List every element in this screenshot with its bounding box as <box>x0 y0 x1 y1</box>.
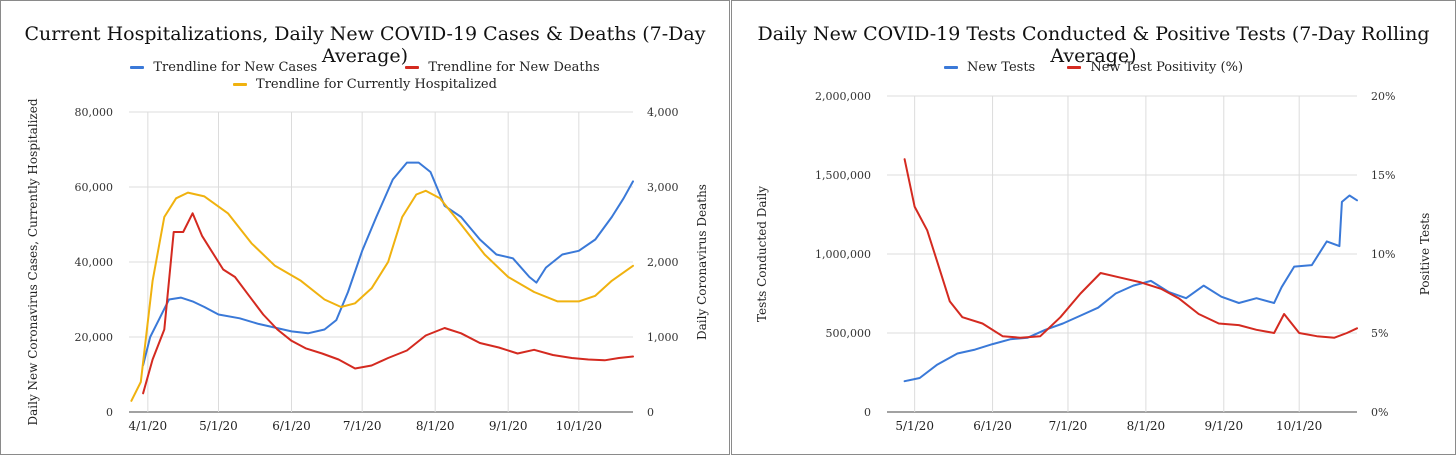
x-tick-label: 7/1/20 <box>1049 419 1088 433</box>
legend-label-tests: New Tests <box>966 60 1036 75</box>
legend-label-deaths: Trendline for New Deaths <box>428 60 600 75</box>
x-tick-label: 8/1/20 <box>416 419 455 433</box>
x-tick-label: 6/1/20 <box>272 419 311 433</box>
x-tick-label: 5/1/20 <box>199 419 238 433</box>
chart-title: Daily New COVID-19 Tests Conducted & Pos… <box>757 23 1430 67</box>
chart-title: Current Hospitalizations, Daily New COVI… <box>24 23 706 67</box>
legend-swatch-hospitalized <box>233 83 248 86</box>
y-tick-label: 20,000 <box>75 331 114 344</box>
x-tick-label: 9/1/20 <box>1204 419 1243 433</box>
x-tick-label: 9/1/20 <box>489 419 528 433</box>
x-tick-label: 6/1/20 <box>973 419 1012 433</box>
chart-plot-left: 0 0 20,000 1,000 40,000 2,000 60,000 3,000 80,00… <box>26 98 709 433</box>
y2-tick-label: 5% <box>1371 327 1388 340</box>
y2-tick-label: 15% <box>1371 169 1395 182</box>
y2-tick-label: 1,000 <box>647 331 679 344</box>
legend-row-2: Trendline for Currently Hospitalized <box>1 77 729 92</box>
y-tick-label: 0 <box>864 406 871 419</box>
y-tick-label: 1,500,000 <box>815 169 871 182</box>
y-axis-label: Daily New Coronavirus Cases, Currently H… <box>26 98 40 425</box>
series-line-2 <box>142 212 634 395</box>
legend-item-cases[interactable]: Trendline for New Cases <box>130 60 317 75</box>
y2-tick-label: 0% <box>1371 406 1388 419</box>
chart-plot-right: 0 0% 500,000 5% 1,000,000 10% 1,500,000 15% 2,00… <box>755 90 1432 433</box>
series-line-1 <box>142 161 634 367</box>
y-tick-label: 80,000 <box>75 106 114 119</box>
y-tick-label: 500,000 <box>826 327 872 340</box>
y-tick-label: 60,000 <box>75 181 114 194</box>
y-tick-label: 2,000,000 <box>815 90 871 103</box>
legend-label-cases: Trendline for New Cases <box>153 60 318 75</box>
y2-tick-label: 3,000 <box>647 181 679 194</box>
legend-swatch-deaths <box>405 66 420 69</box>
y2-tick-label: 0 <box>647 406 654 419</box>
legend-item-positivity[interactable]: New Test Positivity (%) <box>1067 60 1243 75</box>
legend-swatch-cases <box>130 66 145 69</box>
legend-label-positivity: New Test Positivity (%) <box>1090 60 1244 75</box>
y2-tick-label: 4,000 <box>647 106 679 119</box>
legend-item-deaths[interactable]: Trendline for New Deaths <box>405 60 600 75</box>
chart-panel-right: Daily New COVID-19 Tests Conducted & Pos… <box>731 0 1456 455</box>
y2-tick-label: 10% <box>1371 248 1395 261</box>
y-tick-label: 0 <box>106 406 113 419</box>
legend-item-hospitalized[interactable]: Trendline for Currently Hospitalized <box>233 77 497 92</box>
legend-label-hospitalized: Trendline for Currently Hospitalized <box>256 77 497 92</box>
legend-row-1: Trendline for New Cases Trendline for Ne… <box>1 60 729 75</box>
y2-axis-label: Positive Tests <box>1418 213 1432 295</box>
legend-swatch-positivity <box>1067 66 1082 69</box>
x-tick-label: 10/1/20 <box>556 419 602 433</box>
x-tick-label: 5/1/20 <box>895 419 934 433</box>
x-tick-label: 7/1/20 <box>343 419 382 433</box>
y-tick-label: 1,000,000 <box>815 248 871 261</box>
y-tick-label: 40,000 <box>75 256 114 269</box>
series-line-3 <box>130 189 634 402</box>
x-tick-label: 4/1/20 <box>129 419 168 433</box>
x-tick-label: 10/1/20 <box>1276 419 1322 433</box>
legend-swatch-tests <box>943 66 958 69</box>
legend-row-1: New Tests New Test Positivity (%) <box>732 60 1455 75</box>
y2-axis-label: Daily Coronavirus Deaths <box>695 184 709 340</box>
y2-tick-label: 2,000 <box>647 256 679 269</box>
series-line-1 <box>903 194 1358 383</box>
y2-tick-label: 20% <box>1371 90 1395 103</box>
series-line-2 <box>903 158 1358 339</box>
legend-item-tests[interactable]: New Tests <box>943 60 1036 75</box>
y-axis-label: Tests Conducted Daily <box>755 186 769 322</box>
x-tick-label: 8/1/20 <box>1127 419 1166 433</box>
chart-panel-left: Current Hospitalizations, Daily New COVI… <box>0 0 730 455</box>
